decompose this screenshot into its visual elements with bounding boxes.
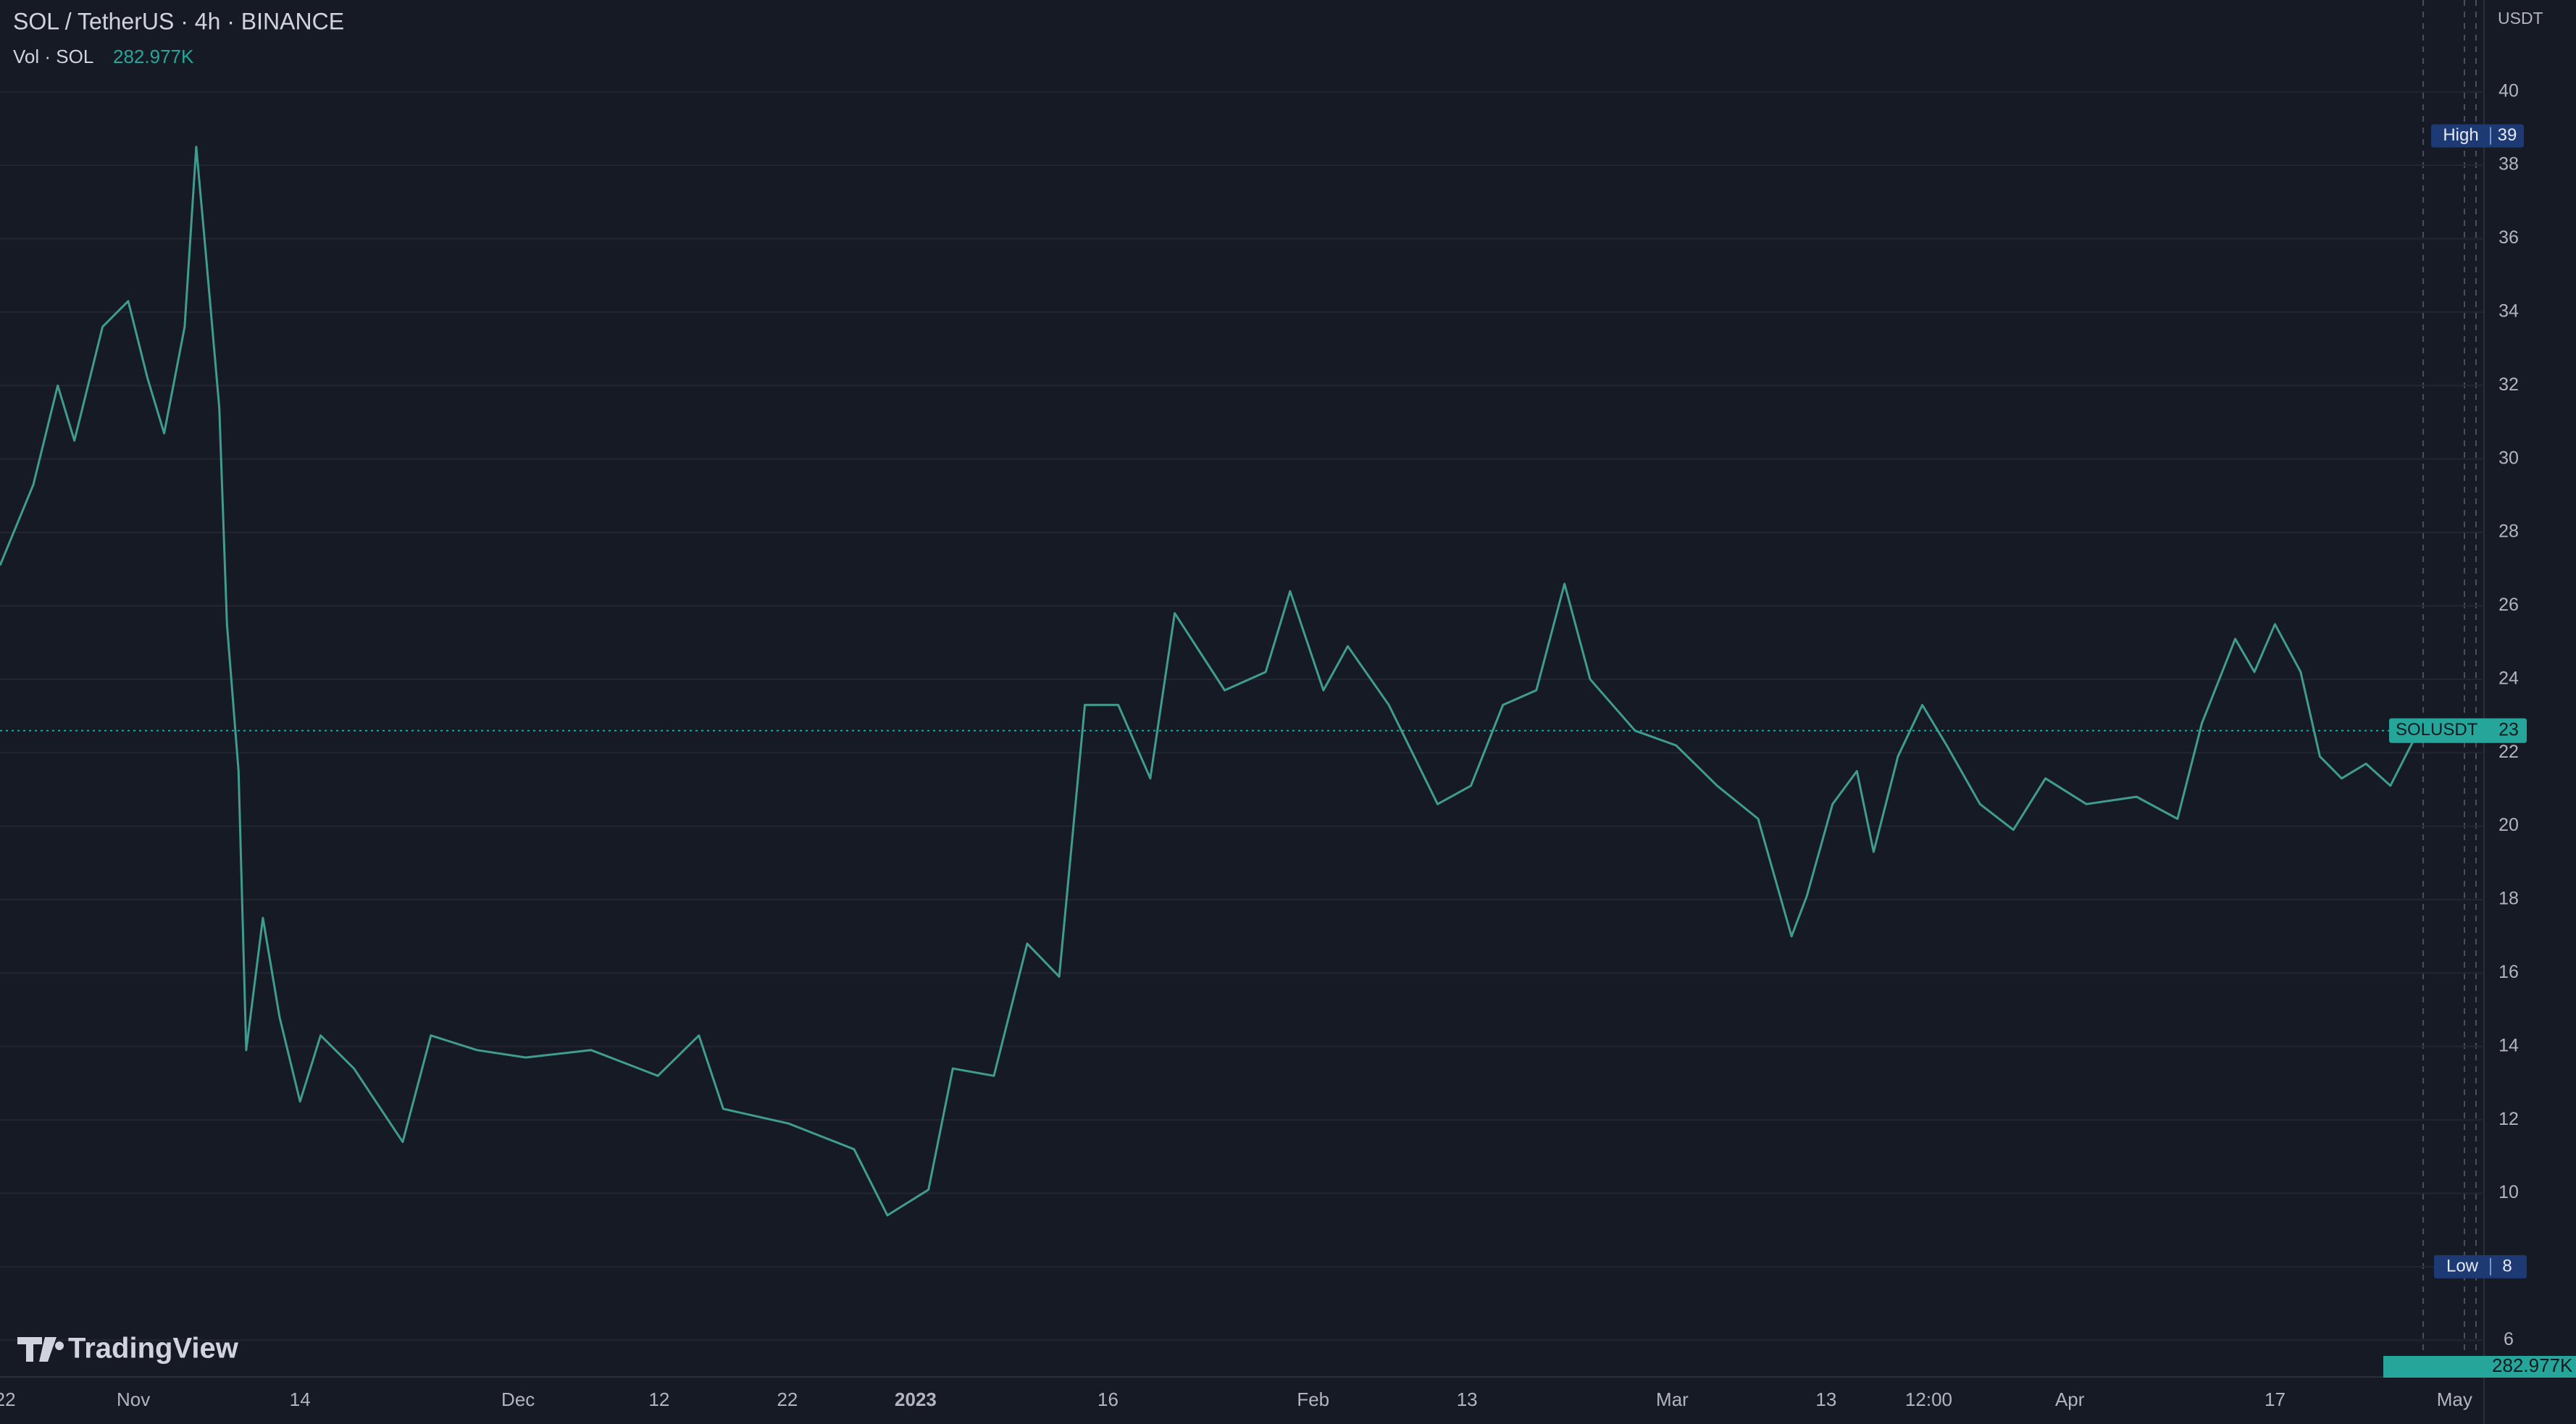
x-tick-label: 12:00 (1905, 1389, 1952, 1410)
y-tick-label: 18 (2498, 889, 2519, 909)
x-tick-label: 2023 (895, 1389, 937, 1410)
brand-name: TradingView (68, 1333, 239, 1365)
y-tick-label: 30 (2498, 448, 2519, 468)
y-tick-label: 16 (2498, 962, 2519, 982)
y-tick-label: 38 (2498, 154, 2519, 175)
logo-icon (17, 1337, 64, 1362)
plot (0, 146, 2484, 1217)
chart-title: SOL / TetherUS · 4h · BINANCE (13, 8, 344, 34)
x-tick-label: 22 (777, 1389, 798, 1410)
x-tick-label: 14 (290, 1389, 311, 1410)
volume-value: 282.977K (113, 46, 194, 67)
y-tick-label: 34 (2498, 301, 2519, 322)
last-price-name: SOLUSDT (2396, 720, 2478, 740)
volume-label: Vol · SOL (13, 46, 93, 67)
y-tick-label: 10 (2498, 1182, 2519, 1202)
y-tick-label: 32 (2498, 374, 2519, 395)
y-tick-label: 26 (2498, 595, 2519, 615)
x-tick-label: May (2437, 1389, 2472, 1410)
x-tick-label: Dec (501, 1389, 535, 1410)
x-tick-label: 22 (0, 1389, 16, 1410)
low-tag (2434, 1255, 2527, 1278)
brand-logo: TradingView (17, 1333, 239, 1365)
volume-tag (2383, 1356, 2576, 1378)
y-tick-label: 20 (2498, 815, 2519, 835)
y-tick-label: 40 (2498, 80, 2519, 101)
high-tag-name: High (2443, 125, 2478, 145)
y-tick-label: 12 (2498, 1109, 2519, 1129)
currency-button[interactable]: USDT (2498, 9, 2543, 28)
x-tick-label: 12 (648, 1389, 669, 1410)
x-tick-label: Apr (2055, 1389, 2085, 1410)
x-tick-label: Mar (1656, 1389, 1689, 1410)
low-tag-value: 8 (2502, 1256, 2512, 1276)
grid (0, 91, 2484, 1341)
volume-tag-value: 282.977K (2492, 1354, 2573, 1376)
y-tick-label: 6 (2504, 1329, 2514, 1349)
y-tick-label: 24 (2498, 668, 2519, 688)
y-tick-label: 14 (2498, 1035, 2519, 1055)
axes: 6 8 10 12 14 16 18 20 22 24 26 28 30 32 34 36 38 40 22 Nov 1… (0, 80, 2527, 1410)
low-tag-name: Low (2446, 1256, 2479, 1276)
y-tick-label: 36 (2498, 227, 2519, 248)
x-tick-label: 17 (2265, 1389, 2286, 1410)
x-tick-label: 16 (1097, 1389, 1118, 1410)
high-tag (2431, 124, 2524, 148)
high-tag-value: 39 (2498, 125, 2517, 145)
x-tick-label: Feb (1297, 1389, 1329, 1410)
x-tick-label: Nov (117, 1389, 150, 1410)
last-price-value: 23 (2498, 719, 2519, 740)
price-line (0, 146, 2416, 1217)
y-tick-label: 22 (2498, 742, 2519, 762)
y-tick-label: 28 (2498, 522, 2519, 542)
last-price-tag (2389, 718, 2527, 743)
x-tick-label: 13 (1457, 1389, 1478, 1410)
x-tick-label: 13 (1815, 1389, 1836, 1410)
